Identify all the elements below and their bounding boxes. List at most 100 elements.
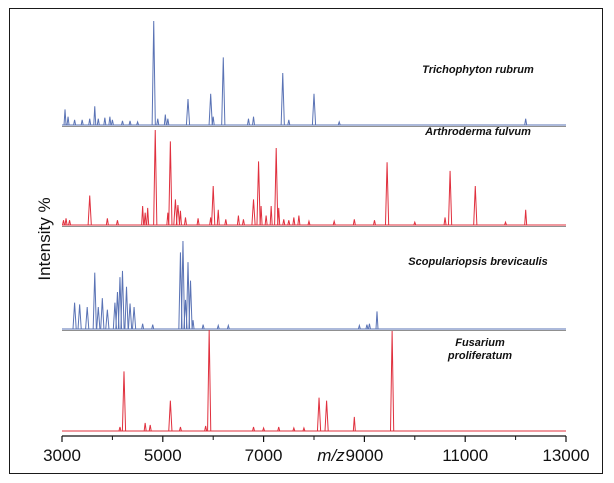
spectrum-peak	[105, 309, 110, 330]
spectrum-peak	[88, 118, 92, 126]
spectrum-peak	[191, 320, 195, 330]
spectrum-peak	[183, 217, 187, 226]
x-tick-label: 5000	[144, 446, 182, 465]
spectrum-peak	[108, 116, 112, 126]
spectrum-peak	[103, 117, 107, 126]
spectrum-peak	[127, 303, 133, 330]
spectrum-peak	[332, 219, 336, 226]
spectrum-peak	[311, 93, 317, 126]
spectrum-peak	[352, 416, 356, 432]
spectrum-peak	[63, 109, 67, 126]
x-tick-label: 11000	[442, 446, 488, 465]
spectrum-peak	[148, 424, 152, 432]
mass-spectra-chart: Trichophyton rubrum Arthroderma fulvum Sco…	[35, 20, 590, 465]
spectrum-peak	[207, 329, 212, 432]
spectrum-peak	[264, 215, 268, 226]
spectrum-peak	[473, 186, 478, 226]
spectrum-peak	[216, 323, 220, 330]
spectrum-peak	[120, 120, 124, 126]
spectrum-3: Scopulariopsis brevicaulis	[62, 240, 566, 331]
spectrum-peak	[188, 280, 193, 330]
spectrum-peak	[297, 215, 301, 226]
spectrum-peak	[201, 324, 205, 330]
species-label: Arthroderma fulvum	[424, 126, 531, 138]
spectrum-peak	[337, 120, 341, 126]
spectrum-peak	[77, 304, 82, 330]
spectrum-peak	[365, 324, 369, 330]
spectrum-peak	[141, 323, 145, 330]
spectrum-peak	[443, 217, 447, 226]
spectrum-peak	[307, 219, 311, 226]
spectrum-peak	[153, 129, 158, 226]
spectrum-peak	[251, 199, 256, 226]
spectrum-peak	[226, 323, 230, 330]
spectrum-peak	[66, 116, 70, 126]
spectrum-peak	[372, 220, 376, 226]
spectrum-peak	[85, 306, 90, 330]
spectra-panels: Trichophyton rubrum Arthroderma fulvum Sco…	[62, 20, 566, 432]
spectrum-peak	[262, 426, 266, 432]
spectrum-peak	[447, 170, 453, 226]
x-tick-label: 13000	[542, 446, 589, 465]
spectrum-peak	[504, 220, 507, 226]
spectrum-peak	[121, 371, 127, 432]
spectrum-peak	[236, 215, 240, 226]
spectrum-peak	[277, 426, 281, 432]
x-axis-title: m/z	[317, 446, 345, 465]
spectrum-peak	[282, 219, 286, 226]
spectrum-peak	[62, 220, 66, 226]
spectrum-peak	[221, 57, 226, 126]
spectrum-peak	[115, 220, 119, 226]
spectrum-peak	[384, 162, 390, 226]
spectrum-peak	[208, 93, 213, 126]
species-label: Scopulariopsis brevicaulis	[408, 256, 547, 268]
spectrum-peak	[316, 397, 322, 432]
x-tick-label: 3000	[43, 446, 81, 465]
spectrum-peak	[178, 426, 182, 432]
spectrum-peak	[64, 218, 68, 226]
spectrum-peak	[180, 240, 186, 330]
spectrum-peak	[252, 116, 256, 126]
spectrum-peak	[146, 207, 150, 226]
spectrum-peak	[280, 72, 285, 126]
spectrum-peak	[277, 207, 281, 226]
spectrum-peak	[163, 114, 167, 126]
spectrum-peak	[185, 98, 191, 126]
spectrum-peak	[120, 270, 125, 330]
spectrum-peak	[124, 286, 129, 330]
species-label: proliferatum	[447, 350, 512, 362]
spectrum-peak	[196, 218, 200, 226]
spectrum-peak	[252, 426, 256, 432]
spectrum-peak	[110, 119, 114, 126]
spectrum-peak	[224, 219, 228, 226]
spectrum-peak	[166, 118, 170, 126]
spectrum-peak	[105, 218, 109, 226]
spectrum-peak	[73, 119, 77, 126]
spectrum-peak	[352, 219, 356, 226]
spectrum-peak	[93, 106, 97, 126]
spectrum-peak	[216, 209, 220, 226]
x-tick-label: 9000	[345, 446, 383, 465]
spectrum-peak	[211, 116, 215, 126]
spectrum-peak	[292, 426, 296, 432]
spectrum-peak	[80, 119, 84, 126]
spectrum-peak	[168, 400, 173, 432]
spectrum-peak	[173, 199, 178, 226]
spectrum-peak	[87, 195, 92, 226]
figure-frame: Trichophyton rubrum Arthroderma fulvum Sco…	[9, 8, 603, 474]
x-tick-label: 7000	[245, 446, 283, 465]
spectrum-peak	[390, 331, 395, 432]
spectrum-peak	[141, 205, 145, 226]
spectrum-peak	[175, 205, 181, 226]
spectrum-2: Arthroderma fulvum	[62, 126, 566, 227]
spectrum-peak	[241, 219, 245, 226]
spectrum-peak	[259, 205, 263, 226]
spectrum-peak	[256, 161, 261, 226]
spectrum-peak	[204, 425, 208, 432]
spectrum-peak	[131, 306, 137, 330]
spectrum-peak	[151, 20, 156, 126]
spectrum-peak	[143, 422, 147, 432]
y-axis-title: Intensity %	[35, 197, 54, 280]
spectrum-peak	[143, 212, 147, 226]
